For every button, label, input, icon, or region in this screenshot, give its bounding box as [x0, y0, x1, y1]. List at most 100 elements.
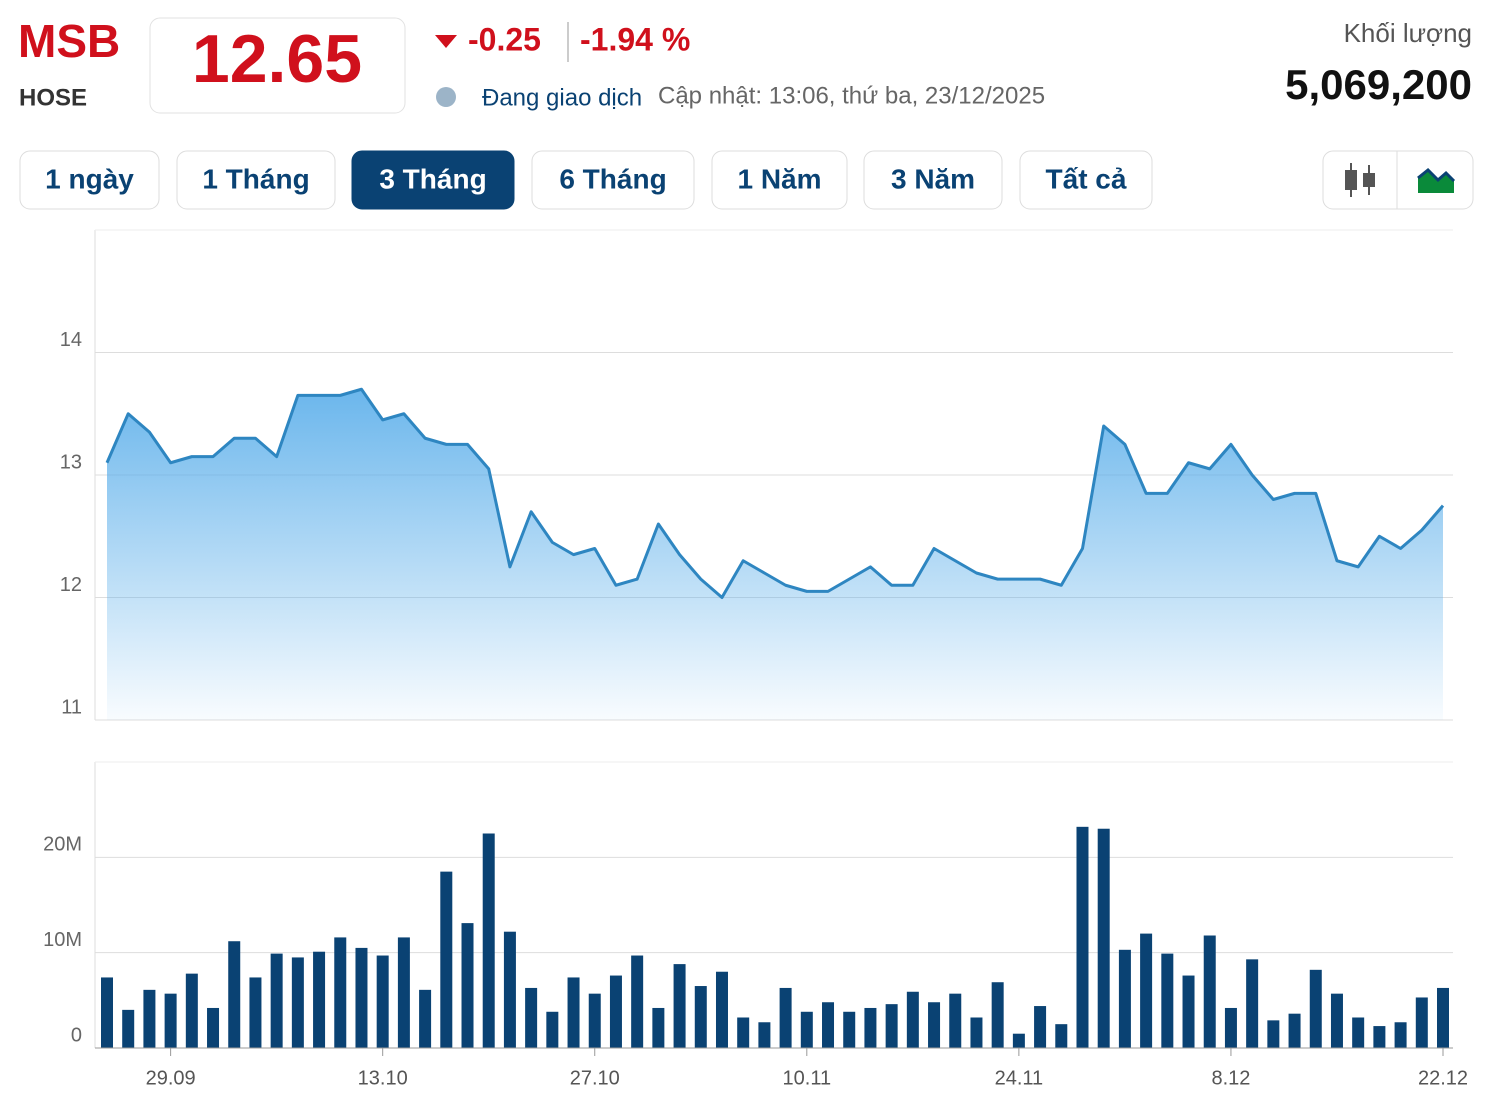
volume-bar: [1394, 1022, 1407, 1048]
status-dot: [436, 87, 456, 107]
volume-bar: [843, 1011, 856, 1048]
price: 12.65: [192, 21, 362, 97]
volume-bar: [143, 989, 156, 1048]
x-tick-label: 13.10: [358, 1067, 408, 1089]
volume: 5,069,200: [1285, 61, 1472, 108]
volume-bar: [588, 993, 601, 1048]
volume-bar: [1224, 1007, 1237, 1048]
range-button-label[interactable]: Tất cả: [1046, 163, 1127, 194]
y-tick-label: 10M: [43, 929, 82, 951]
volume-bar: [1415, 997, 1428, 1048]
range-button-label[interactable]: 6 Tháng: [559, 163, 666, 194]
volume-bar: [376, 955, 389, 1048]
volume-bar: [737, 1017, 750, 1048]
range-button[interactable]: [351, 150, 515, 210]
y-tick-label: 12: [60, 574, 82, 596]
volume-bar: [822, 1002, 835, 1048]
range-button[interactable]: [1019, 150, 1153, 210]
price-area: [107, 389, 1443, 720]
volume-bar: [1076, 826, 1089, 1048]
x-tick-label: 27.10: [570, 1067, 620, 1089]
range-button[interactable]: [531, 150, 695, 210]
x-tick-label: 22.12: [1418, 1067, 1468, 1089]
symbol: MSB: [18, 15, 120, 67]
volume-bar: [928, 1002, 941, 1048]
range-button-label[interactable]: 1 ngày: [45, 163, 134, 194]
volume-bar: [715, 971, 728, 1048]
volume-bar: [631, 955, 644, 1048]
volume-bar: [525, 987, 538, 1048]
range-buttons: 1 ngày 1 Tháng 3 Tháng 6 Tháng 1 Năm 3 Năm Tất…: [19, 150, 1153, 210]
x-tick-label: 10.11: [783, 1067, 832, 1089]
volume-bar: [991, 982, 1004, 1048]
range-button-label[interactable]: 1 Năm: [737, 163, 821, 194]
volume-bar: [1352, 1017, 1365, 1048]
range-button-label[interactable]: 3 Năm: [891, 163, 975, 194]
volume-bar: [122, 1009, 135, 1048]
status: Đang giao dịch: [482, 84, 642, 111]
volume-bar: [1161, 953, 1174, 1048]
volume-bar: [228, 941, 241, 1048]
volume-bar: [355, 947, 368, 1048]
candle-icon[interactable]: [1345, 163, 1375, 197]
exchange: HOSE: [19, 84, 87, 111]
volume-bar: [970, 1017, 983, 1048]
y-tick-label: 20M: [43, 834, 82, 856]
volume-bar: [864, 1007, 877, 1048]
volume-bar: [949, 993, 962, 1048]
volume-bar: [1330, 993, 1343, 1048]
y-tick-label: 11: [61, 696, 82, 718]
volume-bar: [249, 977, 262, 1048]
volume-bar: [503, 931, 516, 1048]
volume-bar: [440, 871, 453, 1048]
volume-bar: [906, 991, 919, 1048]
volume-bar: [207, 1007, 220, 1048]
range-button[interactable]: [863, 150, 1003, 210]
volume-bar: [1373, 1026, 1386, 1048]
x-tick-label: 8.12: [1211, 1067, 1250, 1089]
volume-bar: [164, 993, 177, 1048]
volume-bar: [419, 989, 432, 1048]
volume-bar: [185, 973, 198, 1048]
range-button[interactable]: [19, 150, 160, 210]
area-icon-line: [1417, 167, 1456, 183]
volume-bar: [1267, 1020, 1280, 1048]
volume-bar: [1034, 1006, 1047, 1048]
x-tick-label: 29.09: [146, 1067, 196, 1089]
volume-bar: [397, 937, 410, 1048]
range-button[interactable]: [711, 150, 848, 210]
down-arrow: [435, 35, 457, 48]
volume-bar: [609, 975, 622, 1048]
range-button[interactable]: [176, 150, 336, 210]
volume-bar: [270, 953, 283, 1048]
volume-bar: [673, 964, 686, 1048]
volume-bar: [885, 1004, 898, 1048]
volume-bar: [779, 987, 792, 1048]
range-button-label[interactable]: 3 Tháng: [379, 163, 486, 194]
range-button-label[interactable]: 1 Tháng: [202, 163, 309, 194]
volume-bar: [1097, 828, 1110, 1048]
volume-bar: [1203, 935, 1216, 1048]
volume-bar: [1055, 1024, 1068, 1048]
volume-bar: [1437, 987, 1449, 1048]
change-pct: -1.94 %: [580, 21, 690, 57]
volume-bar: [1012, 1033, 1025, 1048]
volume-bar: [461, 923, 474, 1048]
volume-label: Khối lượng: [1344, 18, 1472, 48]
chart-type-toggle[interactable]: [1322, 150, 1474, 210]
volume-bar: [1140, 933, 1153, 1048]
volume-bar: [1309, 969, 1322, 1048]
y-tick-label: 0: [71, 1024, 82, 1046]
volume-bar: [313, 951, 326, 1048]
y-tick-label: 13: [60, 451, 82, 473]
volume-bar: [1246, 959, 1259, 1048]
volume-bar: [652, 1007, 665, 1048]
volume-bar: [800, 1011, 813, 1048]
volume-bar: [482, 833, 495, 1048]
updated: Cập nhật: 13:06, thứ ba, 23/12/2025: [658, 82, 1045, 109]
volume-bar: [334, 937, 347, 1048]
change: -0.25: [468, 21, 541, 57]
y-tick-label: 14: [60, 329, 82, 351]
volume-bar: [1288, 1013, 1301, 1048]
